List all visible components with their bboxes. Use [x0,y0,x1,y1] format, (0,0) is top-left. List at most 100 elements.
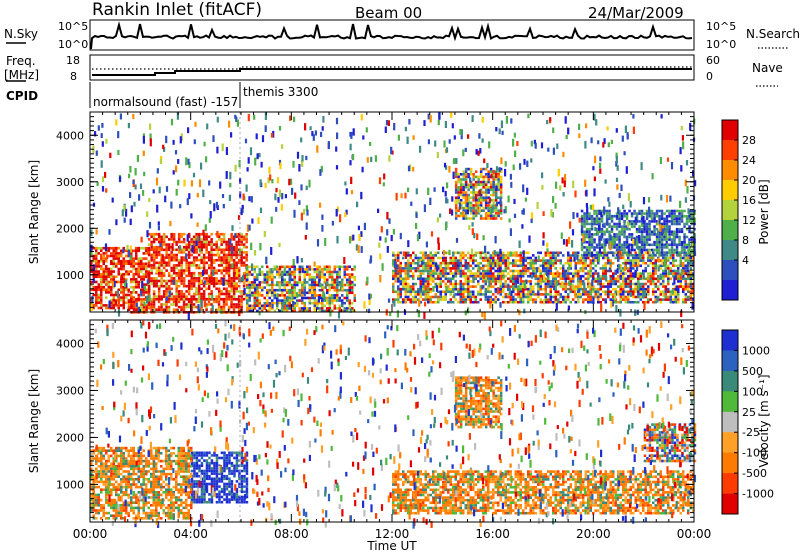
heatmap-cell [150,271,153,275]
heatmap-cell [585,203,588,208]
heatmap-cell [459,206,463,210]
heatmap-cell [328,304,331,308]
heatmap-cell [191,245,194,253]
heatmap-cell [112,293,115,297]
heatmap-cell [248,270,251,274]
heatmap-cell [341,299,344,302]
heatmap-cell [582,300,585,304]
heatmap-cell [323,265,326,269]
heatmap-cell [95,270,98,273]
heatmap-cell [607,285,610,288]
heatmap-cell [624,277,627,281]
heatmap-cell [185,261,188,265]
heatmap-cell [162,256,166,259]
heatmap-cell [251,307,254,310]
heatmap-cell [472,300,475,304]
heatmap-cell [237,238,241,241]
heatmap-cell [574,261,577,265]
heatmap-cell [419,280,422,283]
heatmap-cell [235,305,238,309]
heatmap-cell [487,180,490,184]
heatmap-cell [642,285,645,288]
heatmap-cell [610,246,614,249]
heatmap-cell [647,264,650,268]
heatmap-cell [628,227,631,231]
heatmap-cell [687,269,690,273]
heatmap-cell [105,272,108,276]
heatmap-cell [268,275,271,279]
heatmap-cell [444,295,447,299]
heatmap-cell [432,295,435,299]
heatmap-cell [150,235,153,239]
heatmap-cell [175,240,178,244]
heatmap-cell [273,301,276,305]
heatmap-cell [235,303,238,306]
heatmap-cell [331,283,334,287]
heatmap-cell [654,290,657,294]
heatmap-cell [599,287,602,291]
heatmap-cell [462,254,465,257]
heatmap-cell [187,245,191,249]
heatmap-cell [459,295,462,299]
heatmap-cell [687,298,690,301]
heatmap-cell [225,258,228,262]
heatmap-cell [519,298,522,301]
heatmap-cell [407,254,410,257]
heatmap-cell [627,295,630,299]
heatmap-cell [185,253,188,260]
heatmap-cell [487,290,490,294]
heatmap-cell [499,188,503,192]
heatmap-cell [200,258,203,262]
heatmap-cell [664,274,667,278]
heatmap-cell [170,266,173,270]
heatmap-cell [589,287,592,291]
heatmap-cell [137,283,140,286]
heatmap-cell [190,284,193,288]
heatmap-cell [97,259,100,263]
heatmap-cell [122,285,125,289]
heatmap-cell [212,243,216,246]
heatmap-cell [457,186,460,189]
heatmap-cell [472,186,475,189]
heatmap-cell [145,257,148,260]
heatmap-cell [200,308,203,311]
heatmap-cell [182,232,186,236]
heatmap-cell [130,293,133,297]
heatmap-cell [383,173,386,180]
heatmap-cell [152,232,156,236]
heatmap-cell [110,298,113,302]
heatmap-cell [610,301,613,308]
heatmap-cell [381,263,384,271]
heatmap-cell [150,305,153,309]
heatmap-cell [175,253,178,257]
heatmap-cell [633,212,636,215]
heatmap-cell [442,250,446,256]
heatmap-cell [215,269,218,272]
heatmap-cell [187,235,191,239]
heatmap-cell [627,290,630,294]
heatmap-cell [333,296,336,300]
heatmap-cell [172,298,176,301]
nsky-tick-bottom: 10^0 [58,38,88,51]
heatmap-cell [245,235,248,239]
heatmap-cell [148,294,151,302]
heatmap-cell [647,254,650,257]
heatmap-cell [306,309,309,313]
heatmap-cell [205,256,208,259]
heatmap-cell [291,273,294,276]
heatmap-cell [246,273,249,276]
heatmap-cell [614,293,617,300]
heatmap-cell [150,277,153,280]
heatmap-cell [137,293,140,297]
heatmap-cell [610,217,614,221]
heatmap-cell [95,272,98,276]
heatmap-cell [504,300,507,304]
heatmap-cell [653,248,656,252]
heatmap-cell [593,113,596,121]
heatmap-cell [547,267,550,270]
heatmap-cell [643,240,646,244]
heatmap-cell [554,277,557,281]
heatmap-cell [170,277,173,280]
heatmap-cell [637,259,640,262]
heatmap-cell [336,270,339,274]
